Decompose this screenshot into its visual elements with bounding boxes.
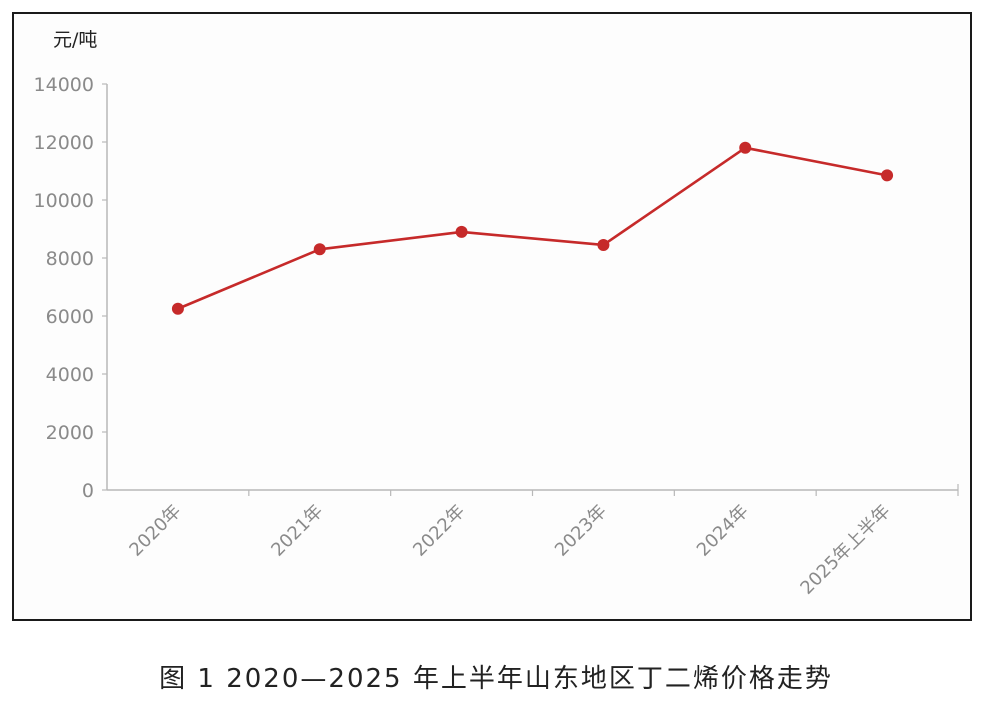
x-tick-label: 2020年 — [125, 501, 185, 561]
x-tick-label: 2025年上半年 — [796, 501, 894, 599]
y-tick-label: 4000 — [46, 364, 94, 386]
figure-caption: 图 1 2020—2025 年上半年山东地区丁二烯价格走势 — [159, 664, 833, 694]
y-tick-label: 14000 — [34, 74, 94, 96]
series-line-path — [177, 146, 888, 310]
data-point — [313, 243, 326, 256]
y-tick-label: 0 — [82, 480, 94, 502]
y-tick-label: 8000 — [46, 248, 94, 270]
data-point — [171, 302, 184, 315]
x-tick-label: 2024年 — [693, 501, 753, 561]
y-tick-label: 6000 — [46, 306, 94, 328]
y-tick-label: 12000 — [34, 132, 94, 154]
data-point — [455, 225, 468, 238]
data-point — [881, 169, 894, 182]
y-axis-unit-label: 元/吨 — [53, 29, 97, 51]
data-point — [597, 238, 610, 251]
y-tick-label: 10000 — [34, 190, 94, 212]
x-axis-ticks: 2020年 2021年 2022年 2023年 2024年 2025年上半年 — [125, 484, 959, 599]
y-tick-label: 2000 — [46, 422, 94, 444]
x-tick-label: 2023年 — [551, 501, 611, 561]
x-tick-label: 2022年 — [409, 501, 469, 561]
x-tick-label: 2021年 — [267, 501, 327, 561]
y-axis-ticks: 0 2000 4000 6000 8000 10000 12000 14000 — [34, 74, 107, 502]
chart-frame — [12, 12, 972, 621]
series-line — [171, 141, 894, 315]
axes — [106, 84, 958, 491]
price-line-chart: 元/吨 0 2000 4000 6000 8000 10000 12000 14000 202… — [34, 29, 959, 599]
data-point — [739, 141, 752, 154]
